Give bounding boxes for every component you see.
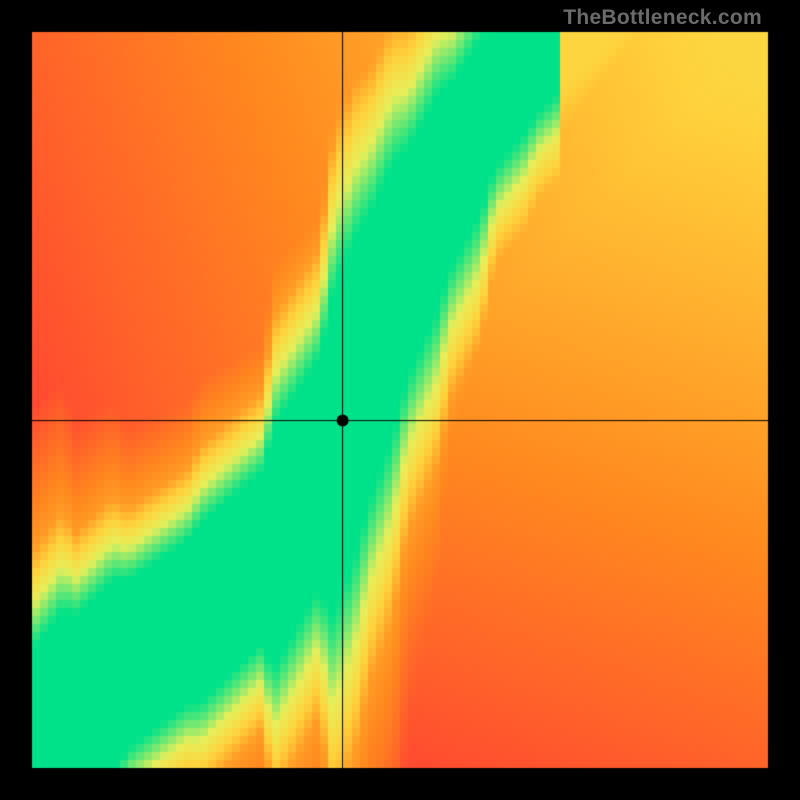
heatmap-canvas — [0, 0, 800, 800]
chart-frame: TheBottleneck.com — [0, 0, 800, 800]
watermark-text: TheBottleneck.com — [563, 6, 762, 30]
